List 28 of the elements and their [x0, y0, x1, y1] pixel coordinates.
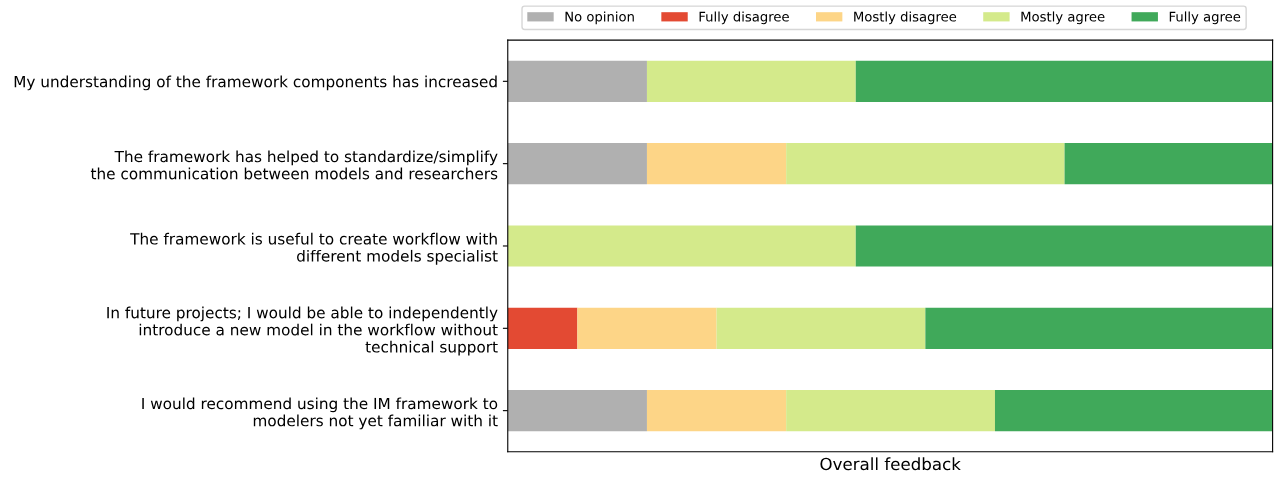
- legend-label: Fully agree: [1169, 11, 1241, 25]
- legend-label: Mostly disagree: [854, 11, 957, 25]
- bar: [646, 390, 787, 432]
- bar: [507, 390, 647, 432]
- bar: [507, 225, 856, 267]
- y-tick-label: My understanding of the framework components has increased: [14, 75, 497, 91]
- bar: [646, 60, 856, 102]
- bar: [507, 143, 647, 185]
- y-tick-label: I would recommend using the IM framework to modelers not yet familiar with it: [142, 397, 498, 430]
- bar: [855, 225, 1273, 267]
- legend-label: No opinion: [565, 11, 634, 25]
- legend-label: Mostly agree: [1021, 11, 1105, 25]
- bar: [507, 307, 578, 349]
- bar: [646, 143, 787, 185]
- bar: [994, 390, 1273, 432]
- x-axis-title: Overall feedback: [820, 457, 961, 471]
- bar: [925, 307, 1273, 349]
- y-tick-label: The framework is useful to create workflow with different models specialist: [130, 232, 498, 265]
- bar: [577, 307, 717, 349]
- legend-label: Fully disagree: [699, 11, 789, 25]
- y-tick-label: In future projects; I would be able to independently introduce a new model in the workflow without technical support: [107, 306, 498, 356]
- bar: [786, 390, 995, 432]
- bar: [1064, 143, 1273, 185]
- y-tick-label: The framework has helped to standardize/simplify the communication between models and researchers: [90, 150, 498, 180]
- bar: [855, 60, 1273, 102]
- bar: [507, 60, 647, 102]
- bar: [786, 143, 1065, 185]
- bar: [716, 307, 926, 349]
